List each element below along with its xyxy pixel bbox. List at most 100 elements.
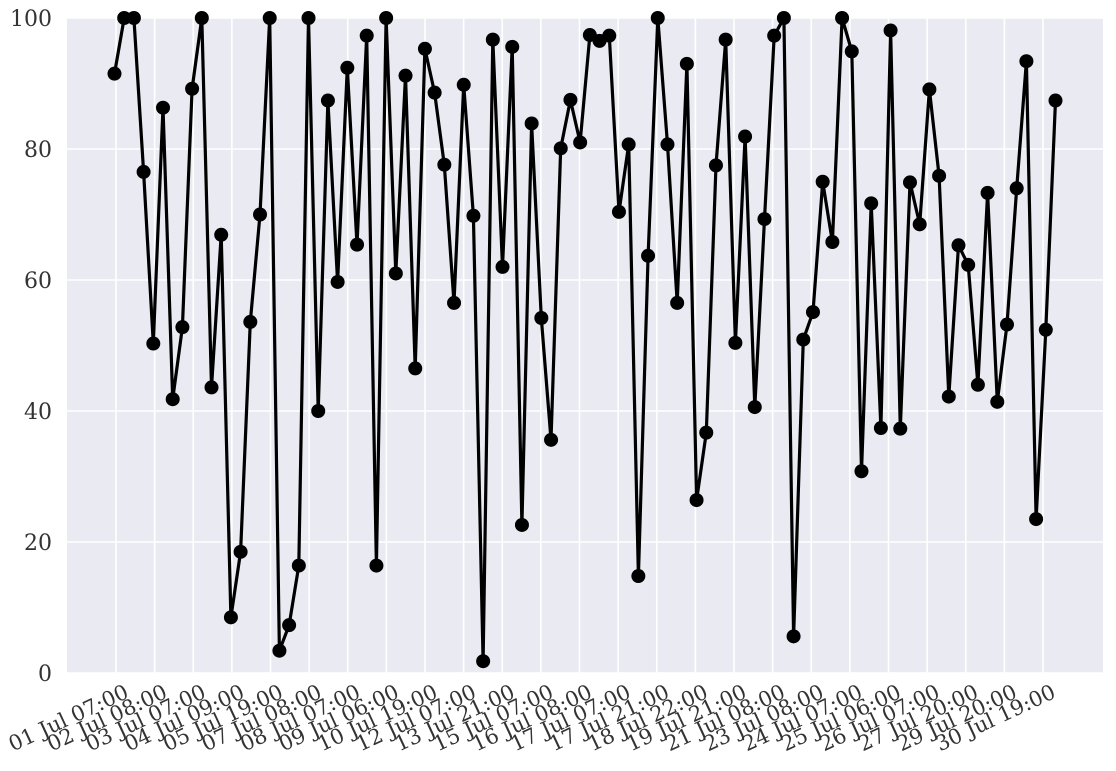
data-point [718, 32, 733, 47]
data-point [815, 174, 830, 189]
data-point [233, 544, 248, 559]
data-point [660, 137, 675, 152]
data-point [980, 185, 995, 200]
data-point [534, 310, 549, 325]
data-point [291, 558, 306, 573]
data-point [330, 274, 345, 289]
data-point [1048, 93, 1063, 108]
data-point [796, 332, 811, 347]
data-point [243, 314, 258, 329]
data-point [495, 259, 510, 274]
data-point [379, 11, 394, 25]
data-point [912, 217, 927, 232]
data-point [476, 654, 491, 669]
data-point [408, 361, 423, 376]
data-point [563, 92, 578, 107]
data-point [126, 11, 141, 25]
data-point [951, 238, 966, 253]
data-point [776, 11, 791, 25]
data-point [728, 335, 743, 350]
data-point [165, 392, 180, 407]
data-point [524, 116, 539, 131]
data-point [253, 207, 268, 222]
data-point [1029, 512, 1044, 527]
data-point [970, 377, 985, 392]
data-point [805, 305, 820, 320]
data-point [262, 11, 277, 25]
data-point [922, 82, 937, 97]
data-point [602, 28, 617, 43]
data-point [544, 432, 559, 447]
y-axis-ticks: 0 20 40 60 80 100 [10, 7, 52, 687]
data-point [146, 336, 161, 351]
data-point [447, 295, 462, 310]
data-point [641, 248, 656, 263]
grid-lines [67, 17, 1103, 674]
data-point [854, 464, 869, 479]
data-point [1019, 54, 1034, 69]
data-point [156, 100, 171, 115]
data-point [873, 421, 888, 436]
data-point [1038, 322, 1053, 337]
data-point [350, 237, 365, 252]
data-point [670, 295, 685, 310]
data-point [708, 158, 723, 173]
data-point [883, 23, 898, 38]
data-point [175, 320, 190, 335]
data-point [456, 77, 471, 92]
y-tick-label: 40 [24, 400, 52, 425]
data-point [223, 610, 238, 625]
data-point [573, 135, 588, 150]
data-point [738, 129, 753, 144]
data-point [825, 235, 840, 250]
data-point [437, 157, 452, 172]
y-tick-label: 100 [10, 7, 52, 32]
data-point [611, 204, 626, 219]
data-point [757, 212, 772, 227]
data-point [990, 394, 1005, 409]
data-point [621, 137, 636, 152]
data-point [689, 493, 704, 508]
data-point [747, 400, 762, 415]
data-point [631, 569, 646, 584]
data-point [185, 81, 200, 96]
data-point [941, 389, 956, 404]
data-point [417, 41, 432, 56]
series-line [112, 11, 1058, 662]
data-point [359, 28, 374, 43]
data-point [427, 85, 442, 100]
data-point [961, 257, 976, 272]
data-point [650, 11, 665, 25]
data-point [194, 11, 209, 25]
data-point [767, 28, 782, 43]
data-point [835, 11, 850, 25]
data-point [844, 44, 859, 59]
data-point [999, 317, 1014, 332]
y-tick-label: 60 [24, 269, 52, 294]
data-point [117, 11, 132, 25]
data-point [136, 164, 151, 179]
data-point [320, 93, 335, 108]
data-point [786, 629, 801, 644]
data-point [864, 196, 879, 211]
series-layer [107, 11, 1063, 669]
y-tick-label: 20 [24, 531, 52, 556]
data-point [485, 32, 500, 47]
y-tick-label: 80 [24, 138, 52, 163]
data-point [388, 266, 403, 281]
data-point [340, 60, 355, 75]
data-point [282, 618, 297, 633]
data-point [505, 39, 520, 54]
data-point [902, 175, 917, 190]
data-point [204, 380, 219, 395]
data-point [893, 421, 908, 436]
data-point [466, 208, 481, 223]
data-point [553, 141, 568, 156]
data-point [1009, 181, 1024, 196]
data-point [932, 168, 947, 183]
data-point [514, 517, 529, 532]
y-tick-label: 0 [38, 662, 52, 687]
data-point [311, 404, 326, 418]
